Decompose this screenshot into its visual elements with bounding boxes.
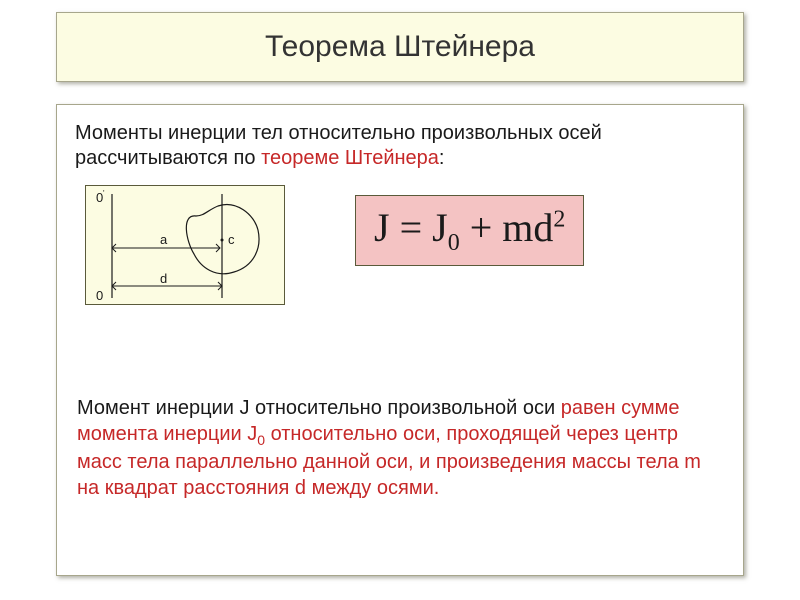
page-title: Теорема Штейнера xyxy=(265,30,535,64)
diagram-formula-row: 0 ' 0 a c d J = J0 + md2 xyxy=(75,185,725,305)
intro-text: Моменты инерции тел относительно произво… xyxy=(75,121,725,171)
explanation-text: Момент инерции J относительно произвольн… xyxy=(75,395,725,501)
intro-post: : xyxy=(439,147,445,169)
svg-text:': ' xyxy=(103,189,105,198)
diagram-svg: 0 ' 0 a c d xyxy=(86,186,286,306)
f-J0: J xyxy=(432,205,448,250)
f-J0-sub: 0 xyxy=(448,230,460,256)
formula: J = J0 + md2 xyxy=(374,204,565,257)
explain-lead: Момент инерции J относительно произвольн… xyxy=(77,397,561,419)
f-plus: + md xyxy=(460,205,554,250)
explain-sub: 0 xyxy=(257,432,265,448)
diag-label-0-bottom: 0 xyxy=(96,288,103,303)
f-J: J xyxy=(374,205,390,250)
diag-label-c: c xyxy=(228,232,235,247)
intro-highlight: теореме Штейнера xyxy=(261,147,439,169)
f-exp: 2 xyxy=(553,207,565,233)
diag-label-a: a xyxy=(160,232,168,247)
title-box: Теорема Штейнера xyxy=(56,12,744,82)
diag-label-d: d xyxy=(160,271,167,286)
formula-box: J = J0 + md2 xyxy=(355,195,584,266)
content-box: Моменты инерции тел относительно произво… xyxy=(56,104,744,576)
f-eq: = xyxy=(390,205,433,250)
steiner-diagram: 0 ' 0 a c d xyxy=(85,185,285,305)
